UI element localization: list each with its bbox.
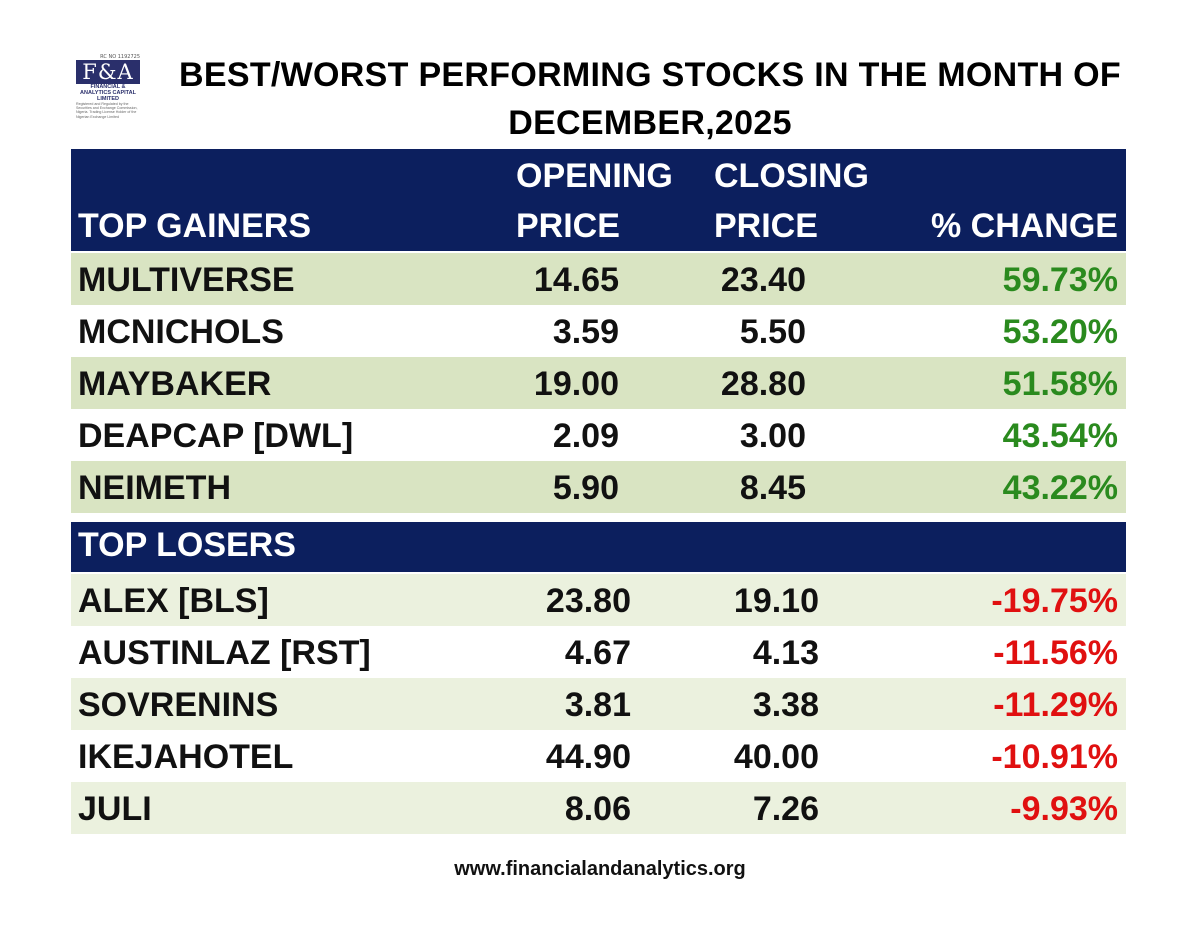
closing-price: 3.38 — [752, 686, 819, 724]
logo-company-name: FINANCIAL & ANALYTICS CAPITAL LIMITED — [80, 84, 136, 102]
header-top-gainers: TOP GAINERS — [78, 207, 312, 245]
header-percent-change: % CHANGE — [930, 207, 1118, 245]
opening-price: 3.81 — [564, 686, 631, 724]
closing-price: 3.00 — [739, 417, 806, 455]
stock-name: NEIMETH — [78, 469, 231, 507]
opening-price: 8.06 — [564, 790, 631, 828]
stock-name: ALEX [BLS] — [78, 582, 269, 620]
header-closing-line2: PRICE — [714, 207, 818, 245]
opening-price: 23.80 — [545, 582, 631, 620]
table-row: DEAPCAP [DWL] 2.09 3.00 43.54% — [71, 409, 1126, 461]
opening-price: 2.09 — [552, 417, 619, 455]
stock-name: SOVRENINS — [78, 686, 279, 724]
percent-change: -11.56% — [993, 634, 1118, 672]
page-title-line2: DECEMBER,2025 — [508, 104, 792, 142]
percent-change: -9.93% — [1010, 790, 1118, 828]
table-row: MULTIVERSE 14.65 23.40 59.73% — [71, 253, 1126, 305]
percent-change: 59.73% — [1002, 261, 1118, 299]
table-row: MAYBAKER 19.00 28.80 51.58% — [71, 357, 1126, 409]
stock-name: MCNICHOLS — [78, 313, 284, 351]
website-link[interactable]: www.financialandanalytics.org — [454, 858, 746, 880]
stock-name: DEAPCAP [DWL] — [78, 417, 354, 455]
table-row: ALEX [BLS] 23.80 19.10 -19.75% — [71, 574, 1126, 626]
header-opening-line1: OPENING — [516, 157, 673, 195]
opening-price: 4.67 — [564, 634, 631, 672]
closing-price: 40.00 — [733, 738, 819, 776]
header-closing-line1: CLOSING — [714, 157, 869, 195]
stock-name: MAYBAKER — [78, 365, 272, 403]
company-logo: RC NO 1192725 F&A FINANCIAL & ANALYTICS … — [76, 54, 146, 119]
table-row: AUSTINLAZ [RST] 4.67 4.13 -11.56% — [71, 626, 1126, 678]
logo-mark: F&A — [76, 60, 140, 84]
table-row: IKEJAHOTEL 44.90 40.00 -10.91% — [71, 730, 1126, 782]
table-row: NEIMETH 5.90 8.45 43.22% — [71, 461, 1126, 513]
closing-price: 5.50 — [739, 313, 806, 351]
header-top-losers: TOP LOSERS — [78, 526, 296, 564]
table-row: SOVRENINS 3.81 3.38 -11.29% — [71, 678, 1126, 730]
table-row: MCNICHOLS 3.59 5.50 53.20% — [71, 305, 1126, 357]
gainers-header: OPENING PRICE CLOSING PRICE TOP GAINERS … — [71, 149, 1126, 251]
percent-change: -10.91% — [991, 738, 1118, 776]
stock-name: MULTIVERSE — [78, 261, 295, 299]
opening-price: 19.00 — [533, 365, 619, 403]
closing-price: 8.45 — [739, 469, 806, 507]
stock-name: AUSTINLAZ [RST] — [78, 634, 371, 672]
logo-license-text: Registered and Regulated by the Securiti… — [76, 102, 138, 119]
percent-change: 51.58% — [1002, 365, 1118, 403]
losers-header: TOP LOSERS — [71, 522, 1126, 572]
percent-change: 53.20% — [1002, 313, 1118, 351]
opening-price: 3.59 — [552, 313, 619, 351]
percent-change: 43.22% — [1002, 469, 1118, 507]
closing-price: 4.13 — [752, 634, 819, 672]
page-title-line1: BEST/WORST PERFORMING STOCKS IN THE MONT… — [179, 56, 1121, 94]
closing-price: 7.26 — [752, 790, 819, 828]
opening-price: 44.90 — [545, 738, 631, 776]
closing-price: 19.10 — [733, 582, 819, 620]
logo-rc-number: RC NO 1192725 — [100, 54, 140, 60]
opening-price: 14.65 — [533, 261, 619, 299]
closing-price: 23.40 — [720, 261, 806, 299]
percent-change: -11.29% — [993, 686, 1118, 724]
closing-price: 28.80 — [720, 365, 806, 403]
percent-change: -19.75% — [991, 582, 1118, 620]
stock-name: JULI — [78, 790, 152, 828]
table-row: JULI 8.06 7.26 -9.93% — [71, 782, 1126, 834]
opening-price: 5.90 — [552, 469, 619, 507]
header-opening-line2: PRICE — [516, 207, 620, 245]
percent-change: 43.54% — [1002, 417, 1118, 455]
stock-name: IKEJAHOTEL — [78, 738, 294, 776]
